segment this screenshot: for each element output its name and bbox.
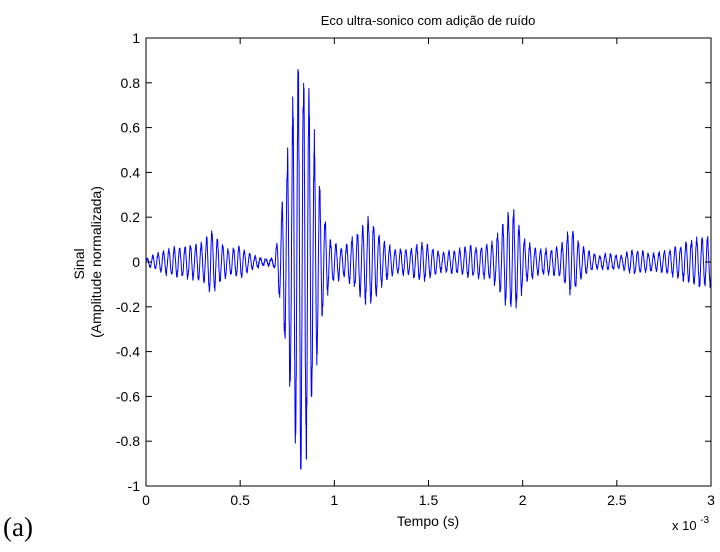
x-axis-title: Tempo (s) — [397, 513, 459, 529]
y-tick-label: 0.2 — [121, 209, 141, 225]
x-axis-exponent: x 10 -3 — [672, 515, 710, 533]
y-axis-title: Sinal (Amplitude normalizada) — [71, 186, 104, 338]
x-tick-label: 2.5 — [607, 492, 627, 508]
panel-label: (a) — [3, 512, 33, 542]
x-tick-label: 3 — [707, 492, 715, 508]
x-axis-exponent-base: x 10 — [672, 518, 697, 533]
y-tick-label: 1 — [132, 30, 140, 46]
chart-title: Eco ultra-sonico com adição de ruído — [321, 13, 536, 28]
signal-line — [145, 68, 712, 470]
y-tick-label: -1 — [128, 478, 141, 494]
y-tick-label: -0.2 — [116, 299, 140, 315]
y-tick-label: 0.6 — [121, 120, 141, 136]
x-tick-label: 0 — [142, 492, 150, 508]
y-tick-label: -0.6 — [116, 388, 140, 404]
y-tick-label: -0.8 — [116, 433, 140, 449]
y-tick-label: 0 — [132, 254, 140, 270]
y-axis-title-line-1: Sinal — [71, 248, 87, 279]
y-axis-title-line-2: (Amplitude normalizada) — [88, 186, 104, 338]
y-tick-label: -0.4 — [116, 344, 140, 360]
x-tick-label: 2 — [519, 492, 527, 508]
x-axis: 0 0.5 1 1.5 2 2.5 3 — [142, 38, 715, 508]
y-axis: -1 -0.8 -0.6 -0.4 -0.2 0 0.2 0.4 0.6 0.8 1 — [116, 30, 711, 494]
y-tick-label: 0.8 — [121, 75, 141, 91]
x-tick-label: 1.5 — [419, 492, 439, 508]
x-axis-exponent-power: -3 — [700, 515, 709, 526]
signal-series — [145, 68, 712, 470]
x-tick-label: 1 — [330, 492, 338, 508]
x-tick-label: 0.5 — [230, 492, 250, 508]
y-tick-label: 0.4 — [121, 164, 141, 180]
